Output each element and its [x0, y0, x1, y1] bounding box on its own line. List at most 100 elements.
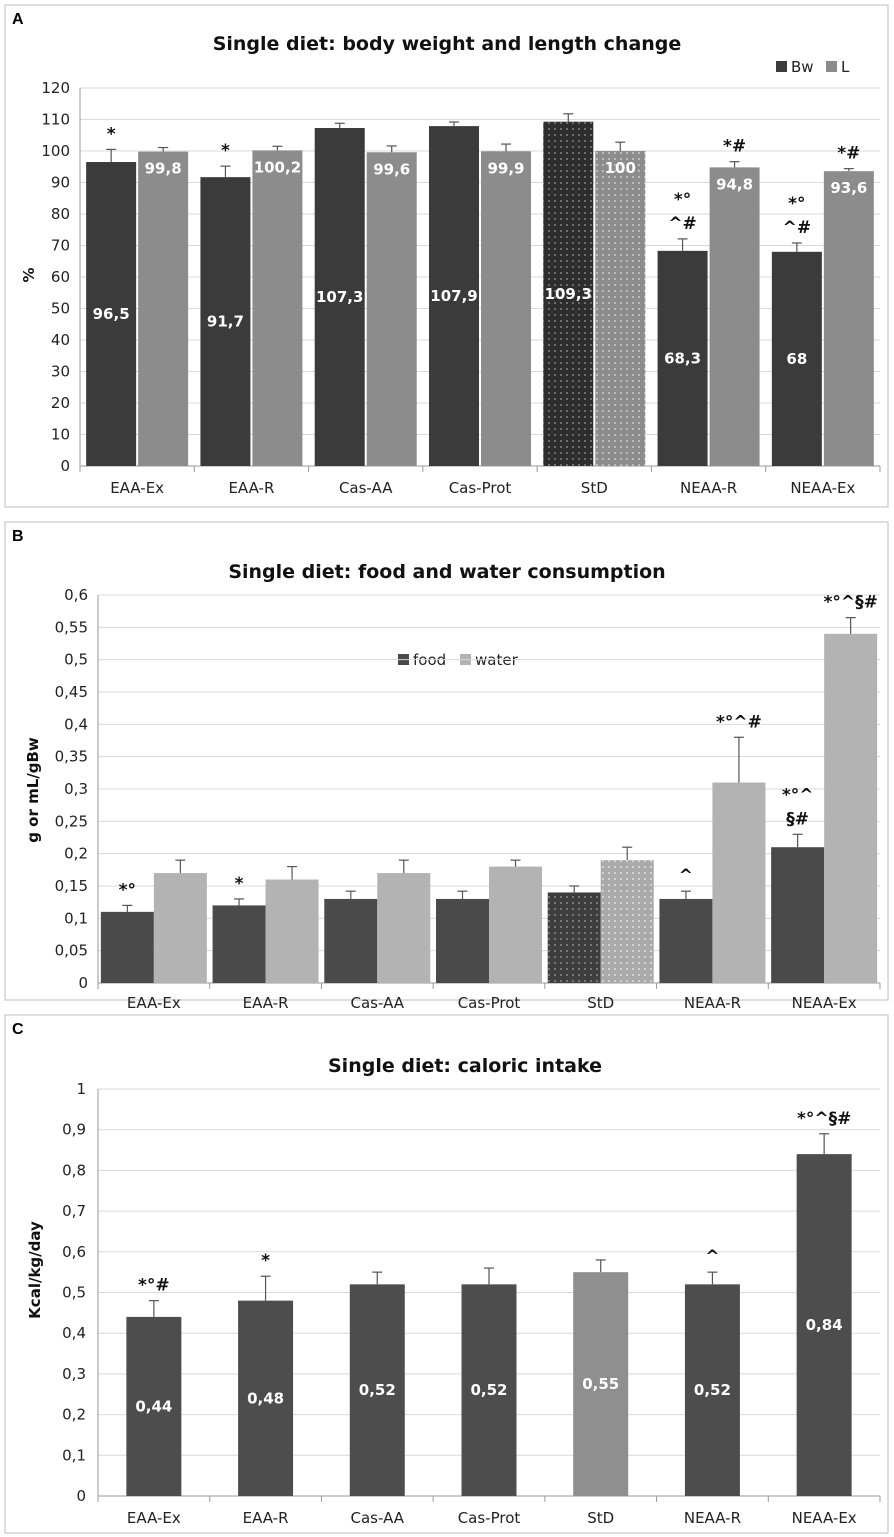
bar-food [436, 898, 489, 983]
y-tick-label: 0,1 [64, 909, 88, 927]
panel-b-letter: B [12, 528, 24, 545]
bar-food [324, 898, 378, 983]
panel-a-letter: A [12, 11, 24, 28]
legend-swatch-l [826, 61, 837, 72]
y-tick-label: 70 [51, 237, 70, 255]
data-label: 94,8 [716, 175, 753, 193]
significance-annotation: *# [723, 137, 746, 157]
y-tick-label: 0,7 [62, 1202, 86, 1220]
x-category-label: Cas-Prot [449, 479, 512, 497]
bar-l [138, 151, 189, 466]
bar-water [489, 866, 542, 983]
y-tick-label: 10 [51, 426, 70, 444]
panel-b-title: Single diet: food and water consumption [228, 561, 665, 583]
data-label: 93,6 [830, 179, 867, 197]
y-tick-label: 0,3 [62, 1365, 86, 1383]
data-label: 99,9 [487, 159, 524, 177]
x-category-label: NEAA-R [684, 994, 741, 1012]
x-category-label: Cas-Prot [458, 994, 521, 1012]
x-category-label: Cas-AA [351, 1509, 405, 1527]
panel-c: C Single diet: caloric intake Kcal/kg/da… [4, 1014, 889, 1534]
bar-l [823, 171, 874, 466]
data-label: 91,7 [207, 313, 244, 331]
panel-a-plot: 0 10 20 30 40 50 60 70 80 90 100 110 120 EAA-Ex 96,5 99… [41, 79, 881, 497]
x-category-label: StD [587, 994, 614, 1012]
x-category-label: NEAA-Ex [792, 994, 857, 1012]
data-label: 68,3 [664, 349, 701, 367]
bar-food [659, 898, 713, 983]
y-tick-label: 110 [41, 111, 70, 129]
significance-annotation: *°^# [716, 712, 762, 732]
significance-annotation: ^ [705, 1247, 719, 1267]
y-tick-label: 0,3 [64, 780, 88, 798]
significance-annotation: * [235, 874, 244, 894]
y-tick-label: 100 [41, 142, 70, 160]
significance-annotation: * [261, 1251, 270, 1271]
bar-bw [200, 177, 251, 466]
y-tick-label: 120 [41, 79, 70, 97]
significance-annotation: *°^§# [823, 593, 877, 613]
significance-annotation: ^ [679, 866, 693, 886]
y-tick-label: 0,9 [62, 1121, 86, 1139]
data-label: 68 [786, 350, 807, 368]
y-tick-label: 80 [51, 205, 70, 223]
bar-food [771, 847, 825, 983]
y-tick-label: 0,4 [62, 1324, 86, 1342]
data-label: 0,52 [359, 1381, 396, 1399]
bar-value [573, 1272, 629, 1496]
y-tick-label: 90 [51, 174, 70, 192]
x-category-label: NEAA-R [684, 1509, 741, 1527]
x-category-label: EAA-R [243, 1509, 289, 1527]
significance-annotation: *° [119, 880, 136, 900]
bar-food [212, 905, 266, 983]
y-tick-label: 50 [51, 300, 70, 318]
bar-water [712, 782, 766, 983]
significance-annotation: *°# [138, 1276, 170, 1296]
y-tick-label: 0,55 [55, 618, 88, 636]
panel-c-title: Single diet: caloric intake [328, 1055, 602, 1077]
x-category-label: NEAA-Ex [790, 479, 855, 497]
x-category-label: EAA-Ex [127, 994, 181, 1012]
x-category-label: EAA-Ex [110, 479, 164, 497]
y-tick-label: 0 [76, 1487, 86, 1505]
y-tick-label: 0,5 [62, 1284, 86, 1302]
bar-water [600, 860, 654, 983]
y-tick-label: 0,45 [55, 683, 88, 701]
y-tick-label: 20 [51, 394, 70, 412]
y-tick-label: 0,6 [62, 1243, 86, 1261]
data-label: 107,9 [430, 287, 477, 305]
significance-annotation: *°^§# [797, 1109, 851, 1129]
data-label: 100 [605, 159, 636, 177]
bar-food [547, 892, 601, 983]
bar-bw [771, 251, 822, 466]
x-category-label: EAA-R [243, 994, 289, 1012]
bar-bw [314, 128, 365, 466]
bar-value [684, 1284, 740, 1496]
bar-l [252, 150, 303, 466]
data-label: 0,52 [694, 1381, 731, 1399]
significance-annotation: *°^ [782, 785, 814, 805]
y-tick-label: 1 [76, 1080, 86, 1098]
y-tick-label: 0,4 [64, 715, 88, 733]
x-category-label: Cas-Prot [458, 1509, 521, 1527]
data-label: 0,44 [135, 1397, 172, 1415]
panel-c-ylabel: Kcal/kg/day [26, 1221, 44, 1319]
significance-annotation: *° [788, 194, 805, 214]
bar-value [796, 1154, 852, 1496]
bar-value [349, 1284, 405, 1496]
panel-c-plot: 0 0,1 0,2 0,3 0,4 0,5 0,6 0,7 0,8 0,9 1 EAA-Ex 0,44 E… [62, 1080, 881, 1527]
bar-water [153, 873, 207, 983]
y-tick-label: 0,25 [55, 812, 88, 830]
bar-value [126, 1316, 182, 1496]
bar-l [366, 152, 417, 466]
significance-annotation: *° [674, 190, 691, 210]
x-category-label: StD [581, 479, 608, 497]
bar-l [709, 167, 760, 466]
panel-a-title: Single diet: body weight and length chan… [213, 33, 682, 55]
panel-a-ylabel: % [20, 267, 38, 282]
bar-bw [657, 250, 708, 466]
bar-water [377, 873, 431, 983]
legend-label-l: L [841, 58, 850, 76]
y-tick-label: 0 [78, 974, 88, 992]
y-tick-label: 0,15 [55, 877, 88, 895]
